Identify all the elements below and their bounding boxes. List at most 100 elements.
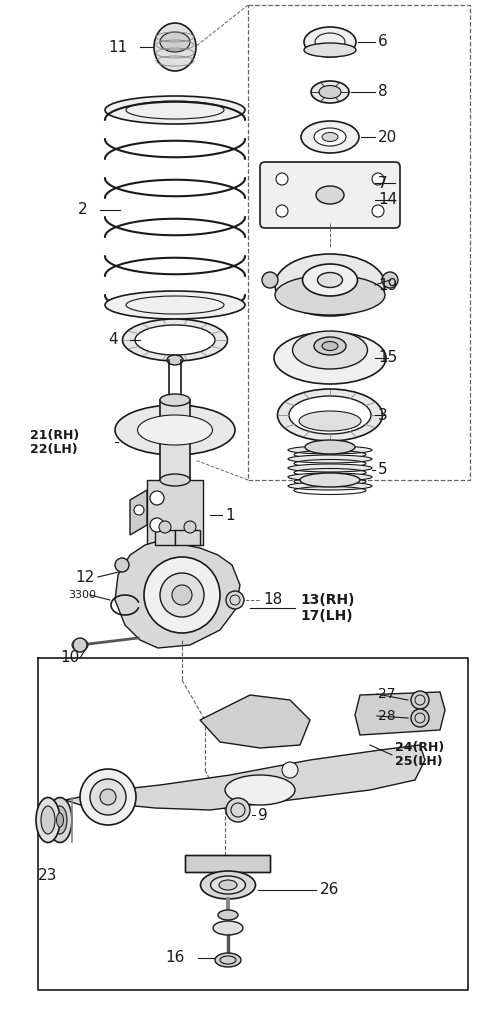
Text: 10: 10 bbox=[60, 650, 79, 665]
Circle shape bbox=[100, 789, 116, 805]
Text: 4: 4 bbox=[108, 332, 118, 347]
Ellipse shape bbox=[160, 474, 190, 486]
Ellipse shape bbox=[274, 332, 386, 384]
Text: 20: 20 bbox=[378, 130, 397, 144]
Ellipse shape bbox=[225, 775, 295, 805]
Ellipse shape bbox=[105, 291, 245, 319]
Text: 7: 7 bbox=[378, 176, 388, 190]
Circle shape bbox=[276, 173, 288, 185]
Circle shape bbox=[372, 205, 384, 217]
Polygon shape bbox=[115, 542, 240, 648]
Text: 23: 23 bbox=[38, 868, 58, 883]
Circle shape bbox=[90, 779, 126, 815]
Circle shape bbox=[159, 521, 171, 533]
Circle shape bbox=[411, 709, 429, 727]
Polygon shape bbox=[130, 490, 147, 535]
Polygon shape bbox=[155, 530, 175, 545]
Circle shape bbox=[226, 798, 250, 822]
Text: 5: 5 bbox=[378, 463, 388, 477]
Circle shape bbox=[382, 272, 398, 288]
Text: 12: 12 bbox=[75, 569, 94, 585]
Text: 19: 19 bbox=[378, 278, 397, 292]
Text: 14: 14 bbox=[378, 192, 397, 207]
Text: 3: 3 bbox=[378, 408, 388, 422]
Ellipse shape bbox=[304, 43, 356, 57]
Polygon shape bbox=[65, 745, 425, 810]
Ellipse shape bbox=[160, 32, 190, 52]
Ellipse shape bbox=[167, 355, 183, 365]
Ellipse shape bbox=[41, 806, 55, 834]
Text: 22(LH): 22(LH) bbox=[30, 444, 78, 457]
Circle shape bbox=[73, 638, 87, 652]
Ellipse shape bbox=[319, 86, 341, 98]
Ellipse shape bbox=[322, 341, 338, 351]
Text: 8: 8 bbox=[378, 85, 388, 99]
Circle shape bbox=[262, 272, 278, 288]
Ellipse shape bbox=[301, 121, 359, 153]
Ellipse shape bbox=[299, 411, 361, 431]
Ellipse shape bbox=[316, 186, 344, 204]
Ellipse shape bbox=[305, 440, 355, 454]
Text: 3300: 3300 bbox=[68, 590, 96, 600]
Ellipse shape bbox=[105, 96, 245, 124]
Text: 18: 18 bbox=[263, 593, 282, 607]
Ellipse shape bbox=[314, 337, 346, 355]
Ellipse shape bbox=[211, 876, 245, 894]
Circle shape bbox=[80, 769, 136, 825]
Polygon shape bbox=[147, 480, 203, 545]
Circle shape bbox=[276, 205, 288, 217]
Ellipse shape bbox=[304, 27, 356, 57]
Ellipse shape bbox=[122, 319, 228, 361]
Ellipse shape bbox=[218, 910, 238, 920]
Ellipse shape bbox=[288, 446, 372, 454]
Text: 11: 11 bbox=[108, 40, 127, 54]
Ellipse shape bbox=[275, 275, 385, 315]
Circle shape bbox=[150, 518, 164, 532]
Ellipse shape bbox=[288, 482, 372, 490]
Ellipse shape bbox=[288, 464, 372, 472]
Ellipse shape bbox=[135, 325, 215, 355]
Text: 21(RH): 21(RH) bbox=[30, 428, 79, 442]
Ellipse shape bbox=[154, 24, 196, 71]
Ellipse shape bbox=[36, 797, 60, 842]
Ellipse shape bbox=[289, 396, 371, 434]
Circle shape bbox=[150, 491, 164, 505]
Ellipse shape bbox=[219, 880, 237, 890]
Bar bbox=[185, 855, 270, 872]
Circle shape bbox=[372, 173, 384, 185]
Ellipse shape bbox=[277, 389, 383, 442]
Text: 27: 27 bbox=[378, 687, 396, 701]
Ellipse shape bbox=[292, 331, 368, 369]
Ellipse shape bbox=[322, 133, 338, 141]
Text: 6: 6 bbox=[378, 35, 388, 49]
Ellipse shape bbox=[53, 806, 67, 834]
Ellipse shape bbox=[302, 264, 358, 296]
Text: 1: 1 bbox=[225, 508, 235, 522]
Ellipse shape bbox=[160, 394, 190, 406]
Text: 2: 2 bbox=[78, 202, 88, 218]
Circle shape bbox=[411, 691, 429, 709]
Text: 28: 28 bbox=[378, 709, 396, 723]
Ellipse shape bbox=[48, 797, 72, 842]
Ellipse shape bbox=[57, 812, 63, 827]
Circle shape bbox=[160, 573, 204, 617]
Text: 26: 26 bbox=[320, 883, 339, 897]
Text: 17(LH): 17(LH) bbox=[300, 609, 353, 623]
Text: 16: 16 bbox=[165, 950, 184, 966]
FancyBboxPatch shape bbox=[260, 162, 400, 228]
Circle shape bbox=[282, 762, 298, 778]
Ellipse shape bbox=[314, 128, 346, 146]
Circle shape bbox=[172, 585, 192, 605]
Ellipse shape bbox=[275, 254, 385, 316]
Ellipse shape bbox=[317, 273, 343, 287]
Circle shape bbox=[184, 521, 196, 533]
Circle shape bbox=[226, 591, 244, 609]
Circle shape bbox=[134, 505, 144, 515]
Ellipse shape bbox=[213, 921, 243, 935]
Text: 15: 15 bbox=[378, 351, 397, 366]
Circle shape bbox=[115, 558, 129, 572]
Text: 9: 9 bbox=[258, 807, 268, 823]
Bar bbox=[160, 400, 190, 480]
Polygon shape bbox=[175, 530, 200, 545]
Ellipse shape bbox=[300, 473, 360, 487]
